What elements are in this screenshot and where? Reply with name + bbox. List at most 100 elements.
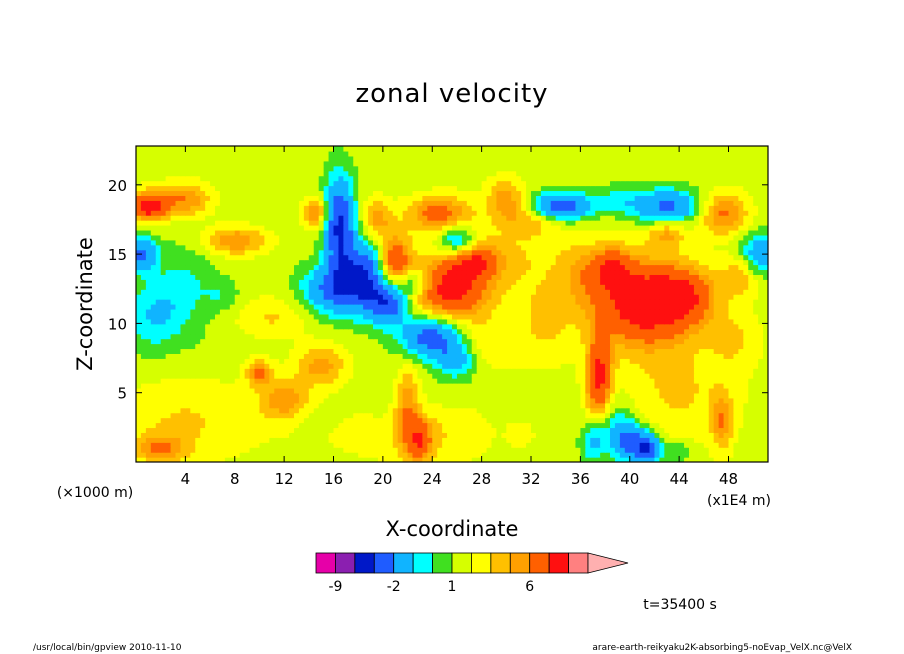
field-cell xyxy=(565,422,572,429)
field-cell xyxy=(516,279,522,285)
field-cell xyxy=(679,457,685,462)
field-cell xyxy=(437,338,443,345)
field-cell xyxy=(313,333,320,340)
field-cell xyxy=(540,412,547,419)
field-cell xyxy=(501,353,507,359)
field-cell xyxy=(703,452,710,458)
field-cell xyxy=(224,348,231,354)
field-cell xyxy=(215,313,221,320)
field-cell xyxy=(600,378,606,384)
field-cell xyxy=(758,313,764,320)
field-cell xyxy=(136,383,142,389)
field-cell xyxy=(560,323,567,330)
field-cell xyxy=(136,412,142,419)
field-cell xyxy=(491,308,498,315)
field-cell xyxy=(466,452,473,458)
field-cell xyxy=(249,284,256,290)
field-cell xyxy=(639,392,646,399)
field-cell xyxy=(743,397,749,404)
field-cell xyxy=(205,452,211,458)
field-cell xyxy=(466,269,473,275)
field-cell xyxy=(644,412,651,419)
field-cell xyxy=(614,323,621,330)
field-cell xyxy=(264,318,270,325)
field-cell xyxy=(195,387,201,394)
field-cell xyxy=(461,294,468,300)
field-cell xyxy=(274,402,280,409)
field-cell xyxy=(753,274,759,280)
field-cell xyxy=(219,274,226,280)
field-cell xyxy=(634,333,641,340)
field-cell xyxy=(353,284,359,290)
field-cell xyxy=(595,333,601,340)
field-cell xyxy=(496,289,502,295)
field-cell xyxy=(456,427,463,433)
field-cell xyxy=(684,269,690,275)
field-cell xyxy=(679,452,685,458)
field-cell xyxy=(693,402,700,409)
field-cell xyxy=(614,274,621,280)
field-cell xyxy=(175,373,182,379)
field-cell xyxy=(274,397,280,404)
field-cell xyxy=(205,368,211,374)
field-cell xyxy=(560,328,567,335)
field-cell xyxy=(531,323,537,330)
field-cell xyxy=(338,407,344,414)
field-cell xyxy=(170,392,177,399)
field-cell xyxy=(279,308,285,315)
field-cell xyxy=(274,432,280,438)
field-cell xyxy=(229,452,236,458)
field-cell xyxy=(298,437,305,443)
field-cell xyxy=(452,387,458,394)
field-cell xyxy=(397,343,404,350)
field-cell xyxy=(753,358,759,364)
field-cell xyxy=(447,323,453,330)
field-cell xyxy=(358,318,364,325)
field-cell xyxy=(145,378,152,384)
field-cell xyxy=(224,328,231,335)
field-cell xyxy=(644,368,651,374)
field-cell xyxy=(743,392,749,399)
field-cell xyxy=(195,279,201,285)
field-cell xyxy=(540,452,547,458)
field-cell xyxy=(545,269,552,275)
field-cell xyxy=(698,417,705,424)
field-cell xyxy=(575,442,581,448)
field-cell xyxy=(733,447,739,453)
field-cell xyxy=(452,299,458,305)
field-cell xyxy=(723,442,730,448)
field-cell xyxy=(382,323,389,330)
field-cell xyxy=(575,333,581,340)
field-cell xyxy=(224,333,231,340)
field-cell xyxy=(264,447,270,453)
field-cell xyxy=(140,427,147,433)
field-cell xyxy=(155,392,162,399)
field-cell xyxy=(185,348,191,354)
field-cell xyxy=(180,412,186,419)
field-cell xyxy=(753,387,759,394)
field-cell xyxy=(461,402,468,409)
field-cell xyxy=(298,328,305,335)
field-cell xyxy=(313,323,320,330)
field-cell xyxy=(353,397,359,404)
field-cell xyxy=(669,289,675,295)
field-cell xyxy=(590,313,596,320)
field-cell xyxy=(210,402,216,409)
field-cell xyxy=(432,368,438,374)
field-cell xyxy=(521,274,527,280)
field-cell xyxy=(328,432,335,438)
field-cell xyxy=(368,427,374,433)
field-cell xyxy=(447,447,453,453)
field-cell xyxy=(452,432,458,438)
field-cell xyxy=(333,383,340,389)
field-cell xyxy=(195,353,201,359)
field-cell xyxy=(654,437,660,443)
field-cell xyxy=(318,412,325,419)
field-cell xyxy=(195,452,201,458)
field-cell xyxy=(585,308,591,315)
field-cell xyxy=(629,432,636,438)
field-cell xyxy=(160,338,167,345)
field-cell xyxy=(718,294,725,300)
field-cell xyxy=(392,358,399,364)
field-cell xyxy=(254,457,261,462)
